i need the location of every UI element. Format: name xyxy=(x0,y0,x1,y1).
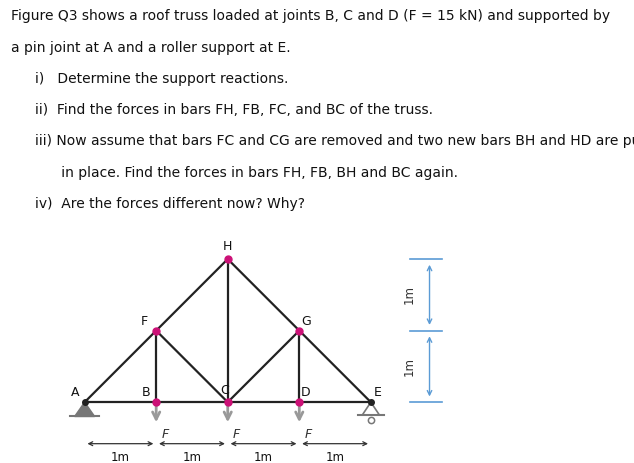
Polygon shape xyxy=(75,402,94,417)
Text: E: E xyxy=(374,386,382,399)
Text: H: H xyxy=(223,240,233,253)
Text: 1m: 1m xyxy=(111,451,130,463)
Text: 1m: 1m xyxy=(183,451,202,463)
Text: F: F xyxy=(161,428,169,441)
Text: iv)  Are the forces different now? Why?: iv) Are the forces different now? Why? xyxy=(35,197,305,211)
Text: iii) Now assume that bars FC and CG are removed and two new bars BH and HD are p: iii) Now assume that bars FC and CG are … xyxy=(35,134,634,148)
Text: a pin joint at A and a roller support at E.: a pin joint at A and a roller support at… xyxy=(11,41,291,55)
Text: 1m: 1m xyxy=(403,357,416,376)
Text: B: B xyxy=(142,386,150,399)
Text: ii)  Find the forces in bars FH, FB, FC, and BC of the truss.: ii) Find the forces in bars FH, FB, FC, … xyxy=(35,103,433,117)
Text: D: D xyxy=(301,386,311,399)
Text: 1m: 1m xyxy=(326,451,344,463)
Text: Figure Q3 shows a roof truss loaded at joints B, C and D (F = 15 kN) and support: Figure Q3 shows a roof truss loaded at j… xyxy=(11,9,611,23)
Text: 1m: 1m xyxy=(254,451,273,463)
Text: F: F xyxy=(233,428,240,441)
Text: in place. Find the forces in bars FH, FB, BH and BC again.: in place. Find the forces in bars FH, FB… xyxy=(35,166,458,180)
Text: F: F xyxy=(141,315,148,328)
Text: F: F xyxy=(304,428,311,441)
Text: 1m: 1m xyxy=(403,285,416,304)
Text: C: C xyxy=(221,384,230,397)
Text: i)   Determine the support reactions.: i) Determine the support reactions. xyxy=(35,72,288,86)
Text: A: A xyxy=(71,386,80,399)
Text: G: G xyxy=(302,315,311,328)
